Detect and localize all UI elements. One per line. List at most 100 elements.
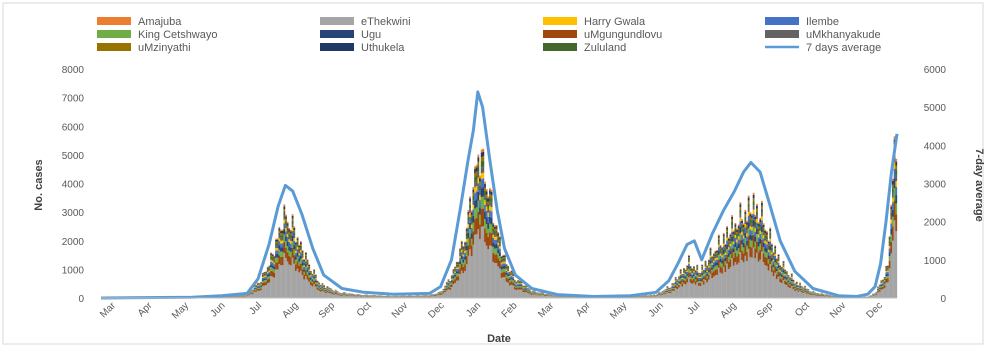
bar-segment-amajuba xyxy=(784,269,787,271)
bar-segment-harry-gwala xyxy=(497,242,500,246)
bar-segment-zululand xyxy=(752,201,755,206)
bar-segment-harry-gwala xyxy=(301,257,304,260)
bar-segment-ethekwini xyxy=(744,255,747,298)
bar-segment-harry-gwala xyxy=(726,237,728,241)
bar-segment-umkhanyakude xyxy=(724,250,727,253)
bar-segment-ugu xyxy=(261,279,264,281)
bar-segment-amajuba xyxy=(298,244,301,246)
bar-segment-amajuba xyxy=(263,271,266,273)
bar-segment-umgungundlovu xyxy=(265,282,267,286)
bar-segment-ilembe xyxy=(480,179,483,189)
bar-segment-king-cetshwayo xyxy=(281,251,284,257)
bar-segment-umgungundlovu xyxy=(696,278,699,282)
bar-segment-zululand xyxy=(291,220,294,225)
bar-segment-ugu xyxy=(691,276,694,278)
bar-segment-harry-gwala xyxy=(691,273,694,275)
y-right-tick-label: 2000 xyxy=(924,218,947,229)
bar-segment-uthukela xyxy=(457,262,460,264)
bar-segment-ugu xyxy=(484,211,486,219)
bar-segment-ethekwini xyxy=(353,296,355,298)
bar-segment-umgungundlovu xyxy=(470,245,473,257)
bar-segment-umgungundlovu xyxy=(255,290,258,292)
bar-segment-harry-gwala xyxy=(321,285,324,287)
bar-segment-zululand xyxy=(719,249,722,252)
bar-segment-ethekwini xyxy=(673,290,675,298)
bar-segment-king-cetshwayo xyxy=(518,286,521,288)
bar-segment-ethekwini xyxy=(523,291,526,298)
bar-segment-harry-gwala xyxy=(752,209,755,214)
bar-segment-umgungundlovu xyxy=(780,279,783,284)
bar-segment-ilembe xyxy=(319,287,322,289)
bar-segment-ethekwini xyxy=(323,291,326,298)
bar-segment-ethekwini xyxy=(666,292,669,298)
bar-segment-zululand xyxy=(276,243,279,246)
bar-segment-ethekwini xyxy=(484,242,486,298)
bar-segment-ilembe xyxy=(472,209,475,216)
bar-segment-king-cetshwayo xyxy=(676,285,679,287)
bar-segment-zululand xyxy=(520,281,523,283)
bar-segment-uthukela xyxy=(278,228,281,231)
bar-segment-ugu xyxy=(683,275,685,278)
bar-segment-ethekwini xyxy=(800,292,803,298)
bar-segment-umzinyathi xyxy=(679,270,682,272)
bar-segment-harry-gwala xyxy=(273,262,276,265)
bar-segment-umzinyathi xyxy=(313,270,316,272)
bar-segment-amajuba xyxy=(732,230,735,233)
bar-segment-king-cetshwayo xyxy=(311,281,314,284)
bar-segment-uthukela xyxy=(494,226,496,229)
bar-segment-uthukela xyxy=(273,256,276,258)
bar-segment-umkhanyakude xyxy=(460,247,463,250)
bar-segment-uthukela xyxy=(469,198,471,202)
bar-segment-umzinyathi xyxy=(739,207,742,210)
bar-segment-king-cetshwayo xyxy=(319,288,322,291)
bar-segment-umgungundlovu xyxy=(537,294,539,296)
bar-segment-amajuba xyxy=(698,272,700,274)
bar-segment-uthukela xyxy=(749,214,752,217)
bar-segment-ethekwini xyxy=(681,286,684,298)
bar-segment-ilembe xyxy=(702,275,705,278)
bar-segment-uthukela xyxy=(764,231,767,234)
bar-segment-ethekwini xyxy=(475,234,478,298)
bar-segment-king-cetshwayo xyxy=(258,287,261,290)
bar-segment-ilembe xyxy=(699,277,702,280)
bar-segment-zululand xyxy=(751,220,753,224)
bar-segment-amajuba xyxy=(724,243,727,245)
bar-segment-uthukela xyxy=(775,259,778,261)
bar-segment-zululand xyxy=(770,247,773,251)
bar-segment-harry-gwala xyxy=(275,248,277,251)
bar-segment-king-cetshwayo xyxy=(487,228,490,238)
bar-segment-umkhanyakude xyxy=(737,233,740,237)
bar-segment-ethekwini xyxy=(641,296,644,298)
bar-segment-harry-gwala xyxy=(513,282,516,284)
bar-segment-king-cetshwayo xyxy=(309,279,312,282)
bar-segment-zululand xyxy=(679,271,682,273)
bar-segment-umzinyathi xyxy=(681,275,684,276)
bar-segment-umkhanyakude xyxy=(520,282,523,284)
bar-segment-uthukela xyxy=(701,265,704,267)
bar-segment-zululand xyxy=(306,262,309,265)
bar-segment-ethekwini xyxy=(329,293,332,298)
bar-segment-ethekwini xyxy=(273,277,276,298)
bar-segment-umgungundlovu xyxy=(528,292,531,294)
bar-segment-ilembe xyxy=(442,290,445,292)
bar-segment-king-cetshwayo xyxy=(306,271,309,275)
bar-segment-umkhanyakude xyxy=(716,255,719,258)
bar-segment-umgungundlovu xyxy=(684,280,687,285)
bar-segment-ethekwini xyxy=(756,252,758,298)
bar-segment-uthukela xyxy=(450,275,453,277)
bar-segment-zululand xyxy=(295,246,297,249)
bar-segment-amajuba xyxy=(460,240,463,242)
bar-segment-umzinyathi xyxy=(265,272,267,274)
legend-swatch-ilembe xyxy=(765,17,799,25)
bar-segment-king-cetshwayo xyxy=(450,282,453,285)
bar-segment-umzinyathi xyxy=(303,261,306,263)
bar-segment-zululand xyxy=(499,241,501,244)
bar-segment-ethekwini xyxy=(780,283,783,298)
bar-segment-king-cetshwayo xyxy=(799,287,801,289)
bar-segment-uthukela xyxy=(714,251,717,254)
bar-segment-harry-gwala xyxy=(756,218,758,223)
bar-segment-king-cetshwayo xyxy=(316,286,319,288)
bar-segment-king-cetshwayo xyxy=(719,262,722,267)
bar-segment-umgungundlovu xyxy=(480,208,483,227)
bar-segment-zululand xyxy=(699,274,702,276)
